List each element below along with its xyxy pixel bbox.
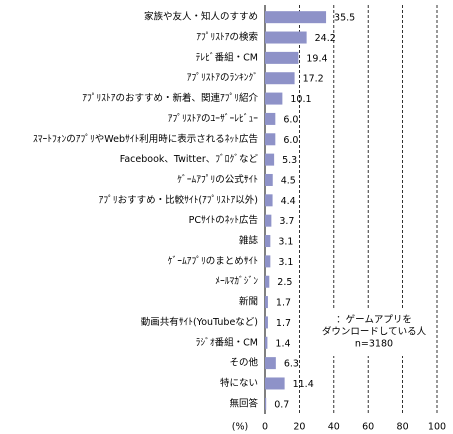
value-label: 4.4 <box>281 196 296 207</box>
annotation-box <box>312 308 436 356</box>
value-label: 10.1 <box>290 94 311 105</box>
x-tick-label: 40 <box>328 422 340 433</box>
x-tick-label: 80 <box>397 422 409 433</box>
y-tick-label: ｹﾞｰﾑｱﾌﾟﾘの公式ｻｲﾄ <box>177 173 258 185</box>
value-label: 1.7 <box>276 298 291 309</box>
bar <box>265 92 283 105</box>
bar <box>265 194 273 207</box>
y-tick-label: 家族や友人・知人のすすめ <box>144 11 258 23</box>
bar <box>265 72 295 85</box>
value-label: 19.4 <box>306 53 327 64</box>
y-tick-label: 特にない <box>220 377 258 389</box>
x-axis-label: (%) <box>232 422 248 433</box>
bar <box>265 397 267 410</box>
y-tick-label: ﾃﾚﾋﾞ番組・CM <box>196 51 258 63</box>
y-tick-label: ﾒｰﾙﾏｶﾞｼﾞﾝ <box>215 276 258 287</box>
value-label: 17.2 <box>303 74 324 85</box>
bar <box>265 173 273 186</box>
y-tick-label: その他 <box>229 357 258 369</box>
value-label: 6.0 <box>283 114 298 125</box>
bar <box>265 357 276 370</box>
y-tick-label: ｱﾌﾟﾘｽﾄｱの検索 <box>196 31 258 43</box>
x-tick-label: 20 <box>293 422 305 433</box>
bar <box>265 235 271 248</box>
y-tick-label: 雑誌 <box>239 235 259 247</box>
bar <box>265 296 268 309</box>
bar <box>265 255 271 268</box>
bar <box>265 275 270 288</box>
y-tick-label: ｹﾞｰﾑｱﾌﾟﾘのまとめｻｲﾄ <box>168 256 259 267</box>
bar <box>265 377 285 390</box>
y-tick-label: 無回答 <box>229 397 258 409</box>
value-label: 35.5 <box>334 13 355 24</box>
x-tick-label: 0 <box>262 422 268 433</box>
value-label: 1.4 <box>275 338 290 349</box>
value-label: 6.3 <box>284 359 299 370</box>
bar <box>265 214 272 227</box>
x-tick-label: 60 <box>362 422 374 433</box>
bar <box>265 51 299 64</box>
value-label: 0.7 <box>274 399 289 410</box>
bar <box>265 336 268 349</box>
y-tick-label: Facebook、Twitter、ﾌﾞﾛｸﾞなど <box>120 154 259 165</box>
y-tick-label: ｱﾌﾟﾘｽﾄｱのﾕｰｻﾞｰﾚﾋﾞｭｰ <box>168 113 259 124</box>
y-tick-label: ｱﾌﾟﾘおすすめ・比較ｻｲﾄ(ｱﾌﾟﾘｽﾄｱ以外) <box>99 194 258 206</box>
y-tick-label: 新聞 <box>239 296 258 308</box>
bar <box>265 316 268 329</box>
y-tick-label: 動画共有ｻｲﾄ(YouTubeなど) <box>141 316 258 328</box>
bar <box>265 11 327 24</box>
value-label: 6.0 <box>283 135 298 146</box>
y-tick-label: ｽﾏｰﾄﾌｫﾝのｱﾌﾟﾘやWebｻｲﾄ利用時に表示されるﾈｯﾄ広告 <box>33 133 258 145</box>
value-label: 1.7 <box>276 318 291 329</box>
bar <box>265 112 276 125</box>
annotation: ダウンロードしている人 <box>322 326 427 338</box>
value-label: 11.4 <box>293 379 314 390</box>
bar <box>265 153 275 166</box>
y-tick-label: ｱﾌﾟﾘｽﾄｱのおすすめ・新着、関連ｱﾌﾟﾘ紹介 <box>82 92 258 104</box>
value-label: 3.1 <box>278 257 293 268</box>
y-tick-label: ｱﾌﾟﾘｽﾄｱのﾗﾝｷﾝｸﾞ <box>187 73 258 84</box>
value-label: 3.7 <box>279 216 294 227</box>
value-label: 5.3 <box>282 155 297 166</box>
y-tick-label: ﾗｼﾞｵ番組・CM <box>196 336 258 348</box>
bar <box>265 133 276 146</box>
x-tick-label: 100 <box>428 422 446 433</box>
value-label: 2.5 <box>277 277 292 288</box>
y-tick-label: PCｻｲﾄのﾈｯﾄ広告 <box>189 214 258 226</box>
annotation: ：ゲームアプリを <box>336 314 412 326</box>
annotation: n=3180 <box>355 339 393 350</box>
value-label: 3.1 <box>278 237 293 248</box>
value-label: 4.5 <box>281 175 296 186</box>
value-label: 24.2 <box>315 33 336 44</box>
bar <box>265 31 307 44</box>
